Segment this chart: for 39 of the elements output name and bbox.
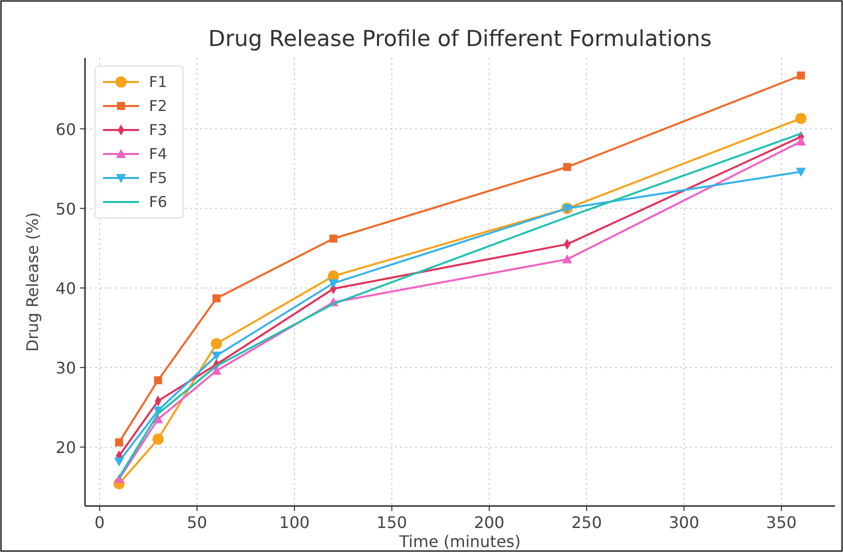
legend-label: F2 bbox=[149, 97, 168, 115]
point bbox=[211, 366, 222, 375]
point bbox=[796, 168, 806, 177]
point bbox=[563, 163, 572, 172]
point bbox=[154, 376, 162, 384]
point bbox=[562, 254, 572, 264]
y-axis-title: Drug Release (%) bbox=[23, 212, 42, 352]
legend-label: F5 bbox=[149, 169, 168, 187]
x-tick-label: 200 bbox=[474, 513, 504, 532]
point bbox=[211, 352, 222, 361]
legend-label: F3 bbox=[149, 121, 168, 139]
legend-label: F1 bbox=[149, 73, 168, 91]
y-tick-label: 30 bbox=[56, 358, 76, 378]
point bbox=[153, 414, 164, 424]
x-tick-label: 300 bbox=[668, 513, 700, 532]
x-tick-label: 0 bbox=[94, 513, 105, 532]
point bbox=[328, 279, 338, 288]
y-tick-label: 50 bbox=[56, 199, 76, 218]
point bbox=[796, 136, 806, 146]
legend-label: F6 bbox=[149, 193, 168, 211]
chart-title: Drug Release Profile of Different Formulations bbox=[208, 27, 712, 52]
x-tick-label: 350 bbox=[766, 513, 797, 532]
x-tick-label: 100 bbox=[279, 513, 310, 532]
y-tick-label: 20 bbox=[56, 438, 76, 458]
legend-label: F4 bbox=[149, 145, 168, 163]
x-tick-label: 150 bbox=[376, 513, 408, 532]
y-tick-label: 60 bbox=[56, 120, 76, 139]
point bbox=[152, 434, 164, 445]
point bbox=[210, 338, 222, 350]
point bbox=[212, 294, 220, 302]
y-tick-label: 40 bbox=[56, 278, 76, 298]
point bbox=[329, 234, 338, 243]
point bbox=[115, 438, 124, 446]
x-axis-title: Time (minutes) bbox=[398, 532, 521, 551]
point bbox=[796, 72, 805, 80]
point bbox=[114, 457, 124, 466]
x-tick-label: 50 bbox=[186, 513, 208, 532]
x-tick-label: 250 bbox=[571, 513, 602, 532]
point bbox=[795, 112, 807, 124]
